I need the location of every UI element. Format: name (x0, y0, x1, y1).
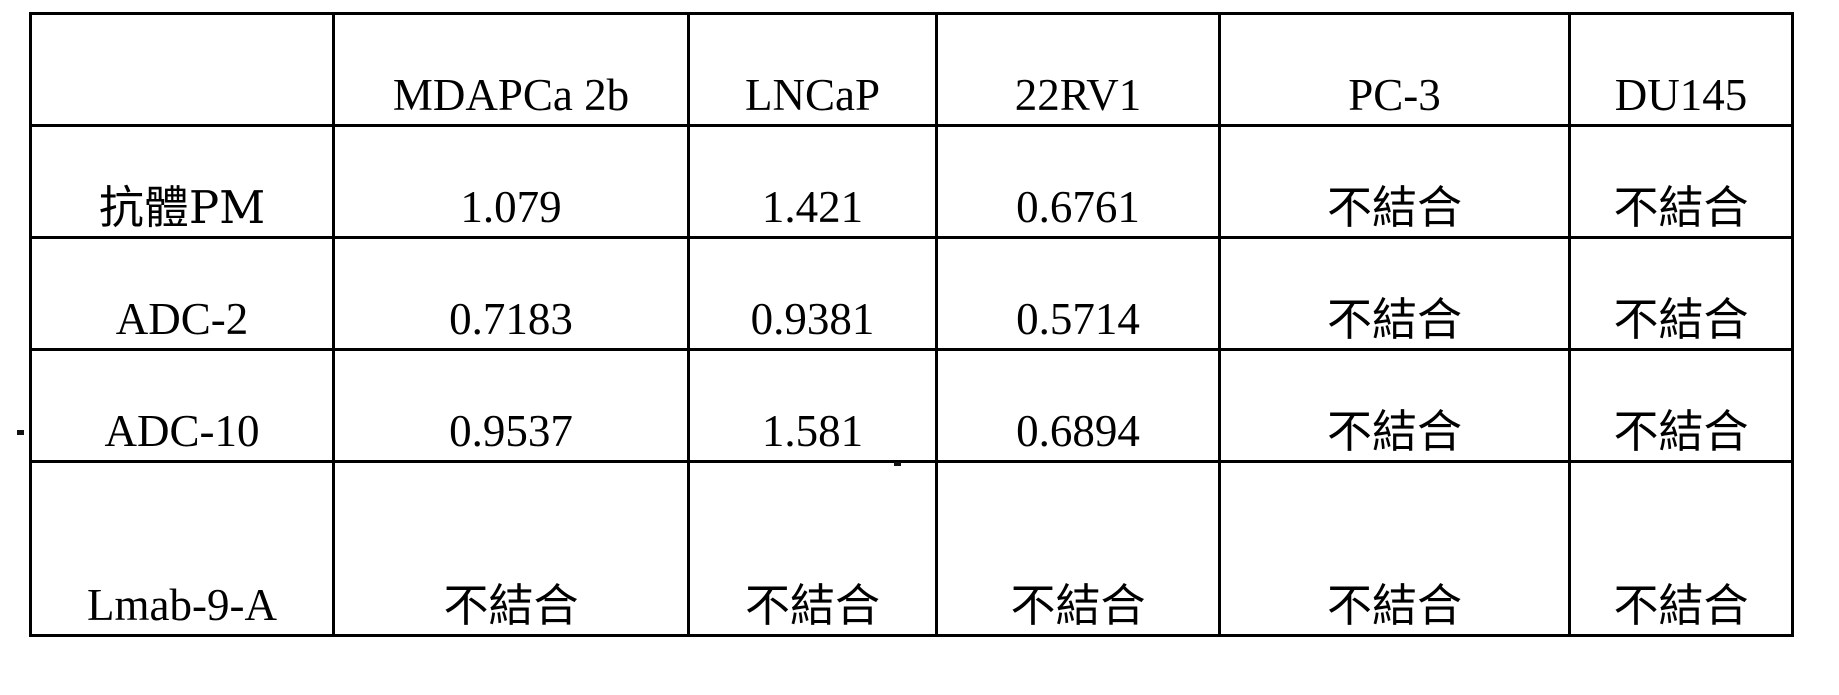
table-corner-cell (31, 14, 334, 126)
cell-antibody-pm-pc-3: 不結合 (1220, 126, 1570, 238)
column-header-22rv1: 22RV1 (937, 14, 1220, 126)
row-header-antibody-pm: 抗體PM (31, 126, 334, 238)
cell-lmab-9-a-lncap: 不結合 (689, 462, 937, 636)
cell-adc-2-du145: 不結合 (1570, 238, 1793, 350)
cell-adc-2-mdapca-2b: 0.7183 (334, 238, 689, 350)
column-header-pc-3: PC-3 (1220, 14, 1570, 126)
table-row: Lmab-9-A 不結合 不結合 不結合 不結合 不結合 (31, 462, 1793, 636)
cell-lmab-9-a-22rv1: 不結合 (937, 462, 1220, 636)
binding-data-table: MDAPCa 2b LNCaP 22RV1 PC-3 DU145 抗體PM 1.… (29, 12, 1794, 637)
scan-speck (17, 430, 24, 435)
row-header-adc-2: ADC-2 (31, 238, 334, 350)
cell-adc-2-22rv1: 0.5714 (937, 238, 1220, 350)
cell-lmab-9-a-du145: 不結合 (1570, 462, 1793, 636)
table-row: 抗體PM 1.079 1.421 0.6761 不結合 不結合 (31, 126, 1793, 238)
page-canvas: MDAPCa 2b LNCaP 22RV1 PC-3 DU145 抗體PM 1.… (0, 0, 1839, 695)
cell-antibody-pm-mdapca-2b: 1.079 (334, 126, 689, 238)
cell-antibody-pm-22rv1: 0.6761 (937, 126, 1220, 238)
cell-antibody-pm-lncap: 1.421 (689, 126, 937, 238)
column-header-mdapca-2b: MDAPCa 2b (334, 14, 689, 126)
table-row: ADC-2 0.7183 0.9381 0.5714 不結合 不結合 (31, 238, 1793, 350)
cell-lmab-9-a-pc-3: 不結合 (1220, 462, 1570, 636)
scan-speck (894, 462, 901, 466)
cell-adc-2-pc-3: 不結合 (1220, 238, 1570, 350)
cell-adc-10-lncap: 1.581 (689, 350, 937, 462)
column-header-du145: DU145 (1570, 14, 1793, 126)
cell-adc-10-22rv1: 0.6894 (937, 350, 1220, 462)
table-header-row: MDAPCa 2b LNCaP 22RV1 PC-3 DU145 (31, 14, 1793, 126)
cell-adc-10-pc-3: 不結合 (1220, 350, 1570, 462)
row-header-lmab-9-a: Lmab-9-A (31, 462, 334, 636)
cell-antibody-pm-du145: 不結合 (1570, 126, 1793, 238)
column-header-lncap: LNCaP (689, 14, 937, 126)
cell-adc-10-du145: 不結合 (1570, 350, 1793, 462)
cell-adc-2-lncap: 0.9381 (689, 238, 937, 350)
row-header-adc-10: ADC-10 (31, 350, 334, 462)
cell-lmab-9-a-mdapca-2b: 不結合 (334, 462, 689, 636)
cell-adc-10-mdapca-2b: 0.9537 (334, 350, 689, 462)
table-row: ADC-10 0.9537 1.581 0.6894 不結合 不結合 (31, 350, 1793, 462)
